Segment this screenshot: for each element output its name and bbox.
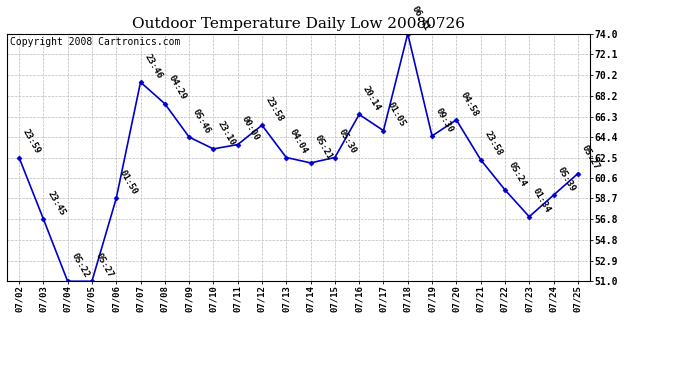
Text: 05:21: 05:21 — [313, 133, 334, 161]
Text: Copyright 2008 Cartronics.com: Copyright 2008 Cartronics.com — [10, 38, 180, 48]
Text: 04:29: 04:29 — [167, 74, 188, 102]
Text: 05:27: 05:27 — [580, 144, 601, 172]
Text: 06:41: 06:41 — [410, 4, 431, 32]
Text: 20:14: 20:14 — [361, 85, 382, 112]
Text: 23:10: 23:10 — [215, 119, 237, 147]
Text: 23:59: 23:59 — [21, 128, 42, 156]
Text: 05:27: 05:27 — [94, 252, 115, 279]
Text: 01:34: 01:34 — [531, 187, 553, 215]
Text: 04:04: 04:04 — [288, 128, 309, 156]
Title: Outdoor Temperature Daily Low 20080726: Outdoor Temperature Daily Low 20080726 — [132, 17, 465, 31]
Text: 00:00: 00:00 — [239, 115, 261, 142]
Text: 04:58: 04:58 — [458, 90, 480, 118]
Text: 05:30: 05:30 — [337, 128, 358, 156]
Text: 01:50: 01:50 — [118, 169, 139, 196]
Text: 09:30: 09:30 — [434, 106, 455, 134]
Text: 05:39: 05:39 — [555, 165, 577, 193]
Text: 05:24: 05:24 — [507, 160, 528, 188]
Text: 23:58: 23:58 — [482, 130, 504, 158]
Text: 23:45: 23:45 — [46, 189, 66, 217]
Text: 05:46: 05:46 — [191, 107, 213, 135]
Text: 23:46: 23:46 — [142, 53, 164, 80]
Text: 05:22: 05:22 — [70, 252, 91, 279]
Text: 01:05: 01:05 — [386, 101, 406, 129]
Text: 23:58: 23:58 — [264, 96, 285, 123]
